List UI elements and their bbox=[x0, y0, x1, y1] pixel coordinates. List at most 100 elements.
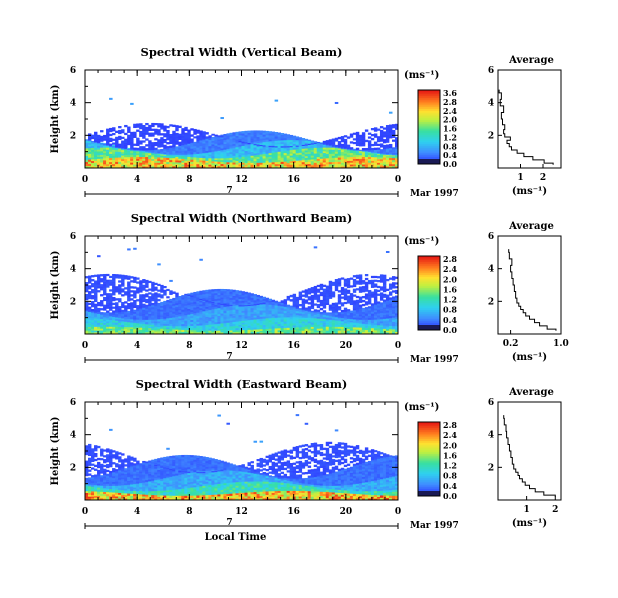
heatmap-cell bbox=[352, 284, 357, 288]
colorbar-swatch bbox=[418, 261, 440, 264]
heatmap-cell bbox=[322, 150, 327, 154]
heatmap-cell bbox=[88, 479, 92, 482]
heatmap-cell bbox=[112, 450, 116, 453]
heatmap-cell bbox=[358, 310, 363, 313]
heatmap-cell bbox=[292, 155, 297, 158]
heatmap-cell bbox=[232, 321, 236, 325]
heatmap-cell bbox=[334, 146, 339, 148]
heatmap-cell bbox=[91, 149, 95, 152]
heatmap-cell bbox=[262, 166, 266, 169]
heatmap-cell bbox=[334, 302, 339, 305]
heatmap-cell bbox=[337, 157, 342, 160]
heatmap-cell bbox=[94, 288, 98, 291]
heatmap-cell bbox=[382, 144, 387, 148]
heatmap-cell bbox=[358, 280, 363, 283]
heatmap-cell bbox=[136, 473, 140, 476]
heatmap-cell bbox=[247, 136, 251, 139]
heatmap-cell bbox=[298, 156, 303, 159]
heatmap-cell bbox=[85, 288, 89, 291]
heatmap-cell bbox=[343, 148, 348, 150]
heatmap-cell bbox=[364, 289, 369, 292]
heatmap-cell bbox=[259, 142, 263, 145]
heatmap-cell bbox=[328, 315, 333, 318]
heatmap-cell bbox=[178, 155, 182, 159]
heatmap-cell bbox=[241, 300, 245, 303]
heatmap-cell bbox=[196, 129, 200, 132]
heatmap-cell bbox=[85, 157, 89, 160]
heatmap-cell bbox=[133, 330, 137, 333]
heatmap-cell bbox=[355, 276, 360, 279]
heatmap-cell bbox=[382, 127, 387, 130]
heatmap-cell bbox=[109, 461, 113, 464]
heatmap-cell bbox=[85, 146, 89, 149]
heatmap-cell bbox=[100, 328, 104, 331]
heatmap-cell bbox=[91, 283, 95, 286]
heatmap-cell bbox=[292, 160, 297, 163]
heatmap-cell bbox=[364, 315, 369, 318]
heatmap-cell bbox=[208, 326, 212, 329]
heatmap-cell bbox=[265, 316, 269, 319]
heatmap-cell bbox=[184, 142, 188, 145]
heatmap-cell bbox=[373, 283, 378, 286]
heatmap-cell bbox=[142, 325, 146, 328]
heatmap-cell bbox=[304, 328, 309, 331]
heatmap-cell bbox=[106, 304, 110, 307]
heatmap-cell bbox=[364, 307, 369, 310]
heatmap-cell bbox=[109, 153, 113, 156]
x-tick-label: 16 bbox=[287, 175, 300, 185]
heatmap-cell bbox=[391, 165, 396, 169]
colorbar-swatch bbox=[418, 307, 440, 311]
heatmap-cell bbox=[184, 309, 188, 312]
heatmap-cell bbox=[322, 302, 327, 305]
heatmap-cell bbox=[358, 298, 363, 301]
heatmap-cell bbox=[118, 332, 122, 335]
heatmap-cell bbox=[121, 148, 125, 150]
heatmap-cell bbox=[184, 303, 188, 306]
heatmap-cell bbox=[127, 128, 131, 131]
heatmap-cell bbox=[247, 319, 251, 323]
heatmap-cell bbox=[148, 126, 152, 130]
heatmap-cell bbox=[94, 305, 98, 308]
heatmap-cell bbox=[205, 306, 209, 309]
heatmap-cell bbox=[346, 332, 351, 335]
heatmap-cell bbox=[97, 160, 101, 163]
heatmap-cell bbox=[121, 318, 125, 320]
heatmap-cell bbox=[124, 156, 128, 160]
heatmap-cell bbox=[94, 280, 98, 283]
heatmap-cell bbox=[193, 319, 197, 322]
heatmap-cell bbox=[202, 295, 206, 299]
heatmap-cell bbox=[142, 321, 146, 325]
heatmap-cell bbox=[208, 320, 212, 323]
heatmap-cell bbox=[367, 160, 372, 163]
heatmap-cell bbox=[259, 138, 263, 141]
heatmap-cell bbox=[304, 291, 309, 294]
heatmap-cell bbox=[85, 295, 89, 299]
heatmap-cell bbox=[337, 300, 342, 303]
heatmap-cell bbox=[94, 484, 98, 488]
heatmap-cell bbox=[211, 133, 215, 136]
heatmap-cell bbox=[133, 135, 137, 138]
heatmap-cell bbox=[121, 494, 125, 497]
heatmap-cell bbox=[157, 143, 161, 146]
heatmap-cell bbox=[388, 293, 393, 296]
heatmap-cell bbox=[388, 149, 393, 153]
heatmap-cell bbox=[391, 278, 396, 281]
heatmap-cell bbox=[370, 128, 375, 131]
heatmap-cell bbox=[199, 140, 203, 143]
heatmap-cell bbox=[268, 332, 272, 335]
heatmap-cell bbox=[112, 473, 116, 477]
heatmap-cell bbox=[271, 154, 276, 157]
heatmap-cell bbox=[178, 304, 182, 307]
heatmap-cell bbox=[106, 295, 110, 298]
heatmap-cell bbox=[175, 158, 179, 161]
heatmap-cell bbox=[223, 312, 227, 316]
heatmap-cell bbox=[322, 326, 327, 329]
heatmap-cell bbox=[259, 134, 263, 137]
heatmap-cell bbox=[118, 147, 122, 149]
heatmap-cell bbox=[223, 296, 227, 300]
heatmap-cell bbox=[232, 145, 236, 148]
heatmap-cell bbox=[217, 307, 221, 311]
heatmap-cell bbox=[250, 329, 254, 333]
heatmap-cell bbox=[118, 496, 122, 499]
heatmap-cell bbox=[247, 306, 251, 309]
